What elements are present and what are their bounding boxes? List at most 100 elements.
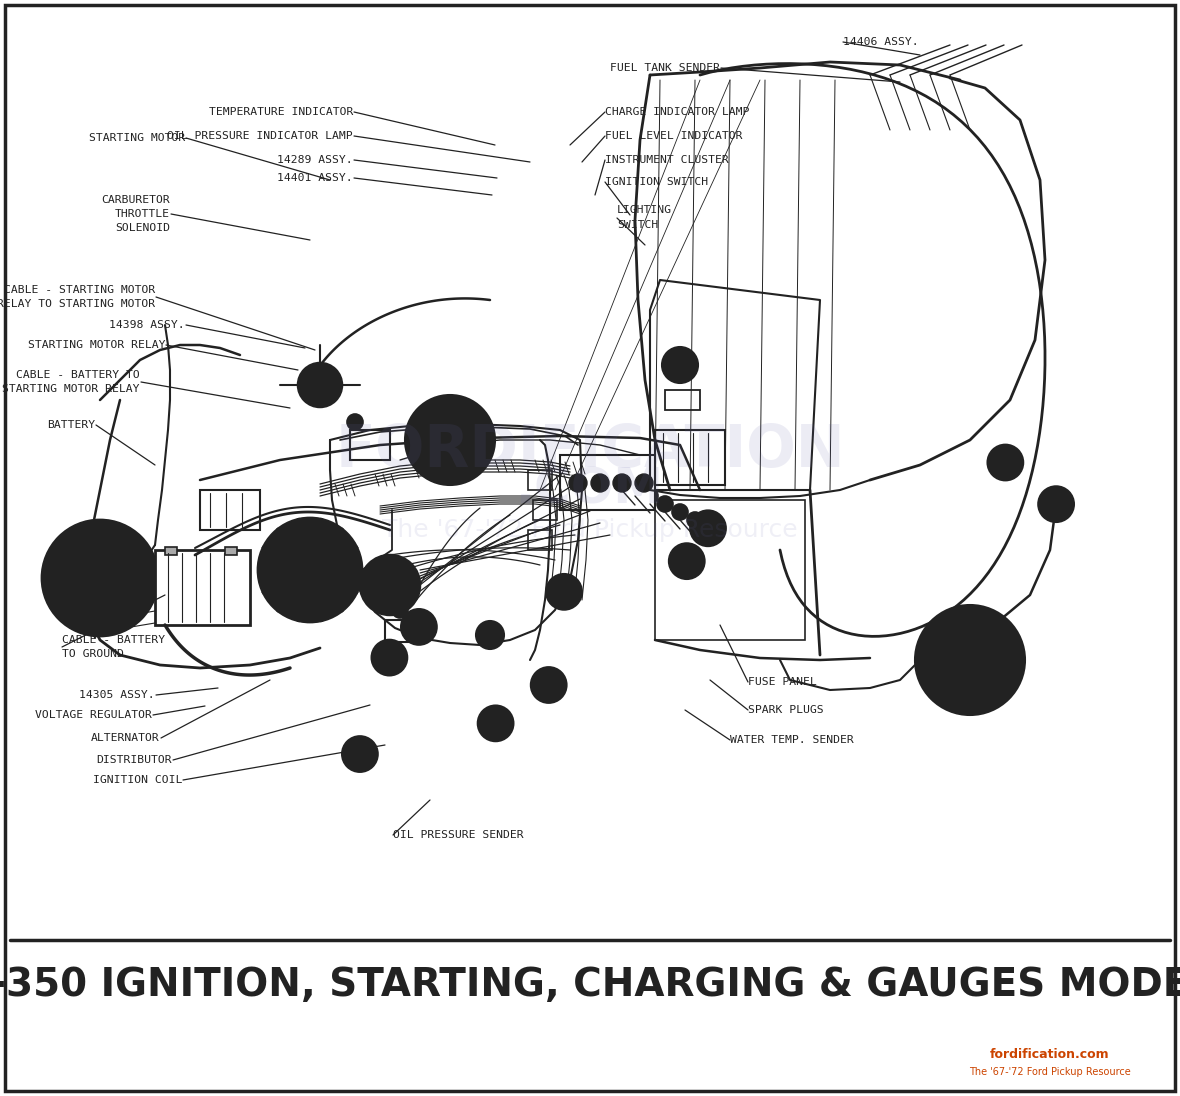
Circle shape [635,473,653,492]
Text: The '67-'72 Ford Pickup Resource: The '67-'72 Ford Pickup Resource [382,518,798,543]
Text: F: F [1053,498,1060,511]
Text: 14398 ASSY.: 14398 ASSY. [110,320,185,330]
Text: .COM: .COM [516,466,664,514]
Text: CHARGE INDICATOR LAMP: CHARGE INDICATOR LAMP [605,107,749,117]
Text: STARTING MOTOR RELAY: STARTING MOTOR RELAY [2,384,140,393]
Text: INSTRUMENT CLUSTER: INSTRUMENT CLUSTER [605,155,729,165]
Text: The '67-'72 Ford Pickup Resource: The '67-'72 Ford Pickup Resource [969,1068,1130,1077]
Bar [666,390,700,410]
Circle shape [310,375,330,395]
Text: RELAY TO STARTING MOTOR: RELAY TO STARTING MOTOR [0,299,155,309]
Text: H: H [704,522,712,535]
Text: FUEL TANK SENDER: FUEL TANK SENDER [610,62,720,73]
Bar [527,530,552,550]
Text: WATER TEMP. SENDER: WATER TEMP. SENDER [730,735,854,745]
Text: J: J [492,717,499,730]
Circle shape [275,535,345,605]
Text: D: D [683,555,690,568]
Circle shape [392,602,408,618]
Text: THROTTLE: THROTTLE [114,209,170,219]
Circle shape [299,363,342,407]
Text: DISTRIBUTOR: DISTRIBUTOR [97,755,172,765]
Circle shape [657,496,673,512]
Circle shape [627,480,643,496]
Circle shape [662,347,699,383]
Circle shape [531,667,566,703]
Text: VOLTAGE REGULATOR: VOLTAGE REGULATOR [35,710,152,720]
Text: A: A [356,747,363,761]
Text: SWITCH: SWITCH [617,220,658,230]
Text: TO GROUND: TO GROUND [63,649,124,659]
Text: SPARK PLUGS: SPARK PLUGS [748,705,824,715]
Circle shape [612,472,628,488]
Bar [655,500,805,640]
Circle shape [642,488,658,504]
Text: STARTING MOTOR RELAY: STARTING MOTOR RELAY [27,340,165,350]
Bar [655,430,725,486]
Circle shape [401,609,437,644]
Circle shape [342,737,378,772]
Circle shape [258,518,362,623]
Text: CABLE - STARTING MOTOR: CABLE - STARTING MOTOR [4,285,155,295]
Text: SOLENOID: SOLENOID [114,222,170,233]
Bar [165,547,177,555]
Bar [350,430,391,460]
Circle shape [988,445,1023,480]
Bar [560,455,655,510]
Circle shape [612,473,631,492]
Text: 14401 ASSY.: 14401 ASSY. [277,173,353,183]
Text: 14406 ASSY.: 14406 ASSY. [843,37,918,47]
Text: FUSE PANEL: FUSE PANEL [748,677,817,687]
Text: fordification.com: fordification.com [990,1049,1110,1062]
Text: BATTERY: BATTERY [47,420,96,430]
Text: CABLE - BATTERY TO: CABLE - BATTERY TO [17,370,140,380]
Circle shape [478,706,513,741]
Circle shape [669,544,704,579]
Circle shape [372,640,407,675]
Text: ALTERNATOR: ALTERNATOR [91,733,160,743]
Circle shape [687,512,703,528]
Text: STARTING MOTOR: STARTING MOTOR [88,133,185,142]
Text: CARBURETOR: CARBURETOR [101,195,170,205]
Bar [225,547,237,555]
Bar [199,490,260,530]
Circle shape [347,414,363,430]
Circle shape [1038,487,1074,522]
Text: FUEL LEVEL INDICATOR: FUEL LEVEL INDICATOR [605,132,742,141]
Circle shape [360,555,420,615]
Text: 14305 ASSY.: 14305 ASSY. [79,690,155,700]
Bar [533,500,557,520]
Circle shape [690,511,726,546]
Text: LIGHTING: LIGHTING [617,205,671,215]
Circle shape [591,473,609,492]
Circle shape [296,556,325,584]
Text: 14289 ASSY.: 14289 ASSY. [277,155,353,165]
Text: IGNITION SWITCH: IGNITION SWITCH [605,176,708,187]
Text: G: G [545,678,552,692]
Text: IGNITION COIL: IGNITION COIL [92,775,182,785]
Text: E: E [1002,456,1009,469]
Bar [527,470,552,490]
Circle shape [671,504,688,520]
Text: OIL PRESSURE SENDER: OIL PRESSURE SENDER [393,830,524,840]
Circle shape [420,410,480,470]
Circle shape [914,605,1025,715]
Text: K: K [560,585,568,598]
Text: FORDIFICATION: FORDIFICATION [335,422,845,479]
Text: B: B [386,651,393,664]
Circle shape [85,563,114,593]
Circle shape [476,621,504,649]
Circle shape [670,355,690,375]
Text: C: C [415,620,422,633]
Text: OIL PRESSURE INDICATOR LAMP: OIL PRESSURE INDICATOR LAMP [168,132,353,141]
Circle shape [42,520,158,636]
Text: TEMPERATURE INDICATOR: TEMPERATURE INDICATOR [209,107,353,117]
Text: F-100 THRU F-350 IGNITION, STARTING, CHARGING & GAUGES MODELS 81 AND 85: F-100 THRU F-350 IGNITION, STARTING, CHA… [0,966,1180,1004]
Circle shape [405,395,494,486]
Text: CABLE - BATTERY: CABLE - BATTERY [63,635,165,646]
Bar [155,550,250,625]
Circle shape [569,473,586,492]
Circle shape [372,567,408,603]
Bar [385,620,415,642]
Circle shape [60,538,140,618]
